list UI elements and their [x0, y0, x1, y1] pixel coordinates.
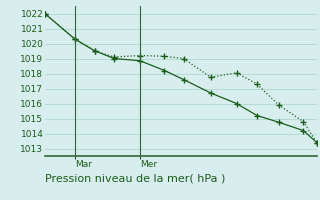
X-axis label: Pression niveau de la mer( hPa ): Pression niveau de la mer( hPa )	[45, 173, 225, 183]
